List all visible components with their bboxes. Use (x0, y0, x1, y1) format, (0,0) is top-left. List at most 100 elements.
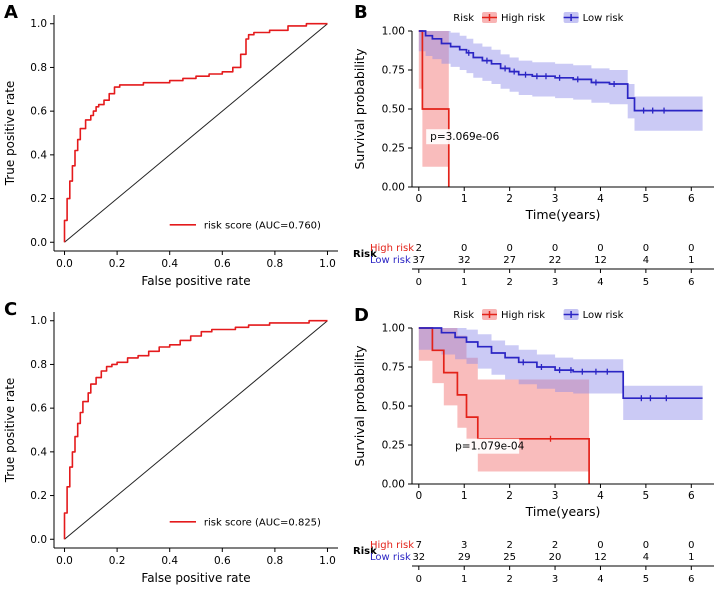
tick-labels: 0 1 2 3 4 5 6 0.00 0.25 0.50 0.75 1.00 (382, 26, 695, 206)
svg-text:1.00: 1.00 (382, 26, 405, 38)
y-axis-label: True positive rate (3, 81, 17, 187)
svg-text:4: 4 (597, 490, 604, 502)
svg-text:6: 6 (688, 490, 695, 502)
risk-count: 29 (458, 552, 471, 563)
km-chart-d: p=1.079e-040 1 2 3 4 5 60.000.250.500.751.00Ti… (352, 309, 714, 585)
risk-count: 4 (643, 255, 649, 266)
risk-table-tick-label: 5 (643, 277, 649, 288)
risk-count: 0 (597, 243, 603, 254)
svg-text:1.0: 1.0 (319, 258, 336, 270)
risk-count: 4 (643, 552, 649, 563)
censor-marks-low-risk (465, 49, 668, 114)
svg-text:0.8: 0.8 (30, 359, 47, 371)
risk-table-tick-label: 0 (416, 574, 422, 585)
tick-labels: 0 1 2 3 4 5 6 0.00 0.25 0.50 0.75 1.00 (382, 323, 695, 503)
legend: risk score (AUC=0.760) (169, 220, 321, 231)
risk-count: 27 (503, 255, 516, 266)
svg-text:0.8: 0.8 (30, 62, 47, 74)
svg-text:1.0: 1.0 (319, 555, 336, 567)
tick-labels: 0.0 0.2 0.4 0.6 0.8 1.0 0.0 0.2 0.4 0.6 0.8 1.0 (30, 18, 336, 270)
y-axis-label: Survival probability (352, 48, 367, 170)
svg-text:0.25: 0.25 (382, 143, 405, 155)
risk-count: 12 (594, 552, 607, 563)
svg-text:1: 1 (461, 490, 468, 502)
legend-label-low-risk: Low risk (583, 310, 624, 321)
risk-count: 0 (552, 243, 558, 254)
panel-label-c: C (4, 299, 18, 320)
svg-text:0.6: 0.6 (30, 106, 47, 118)
diagonal-reference-line (64, 320, 328, 540)
censor-marks-high-risk (547, 435, 554, 442)
svg-text:0.8: 0.8 (267, 258, 284, 270)
svg-text:0.4: 0.4 (161, 555, 178, 567)
risk-table-tick-label: 4 (597, 574, 603, 585)
svg-text:0.4: 0.4 (30, 149, 47, 161)
x-axis-label: False positive rate (141, 571, 250, 585)
svg-text:0.50: 0.50 (382, 104, 405, 116)
svg-text:0.2: 0.2 (109, 258, 126, 270)
svg-text:0.4: 0.4 (30, 446, 47, 458)
p-value-box (451, 438, 520, 454)
risk-count: 32 (412, 552, 425, 563)
panel-c: C 0.0 0.2 0.4 0.6 0.8 1.0 0.0 0.2 0.4 0.6 0.8 1.0 Fa… (0, 297, 350, 594)
panel-b: B p=3.069e-06 0 1 2 3 4 5 6 0.00 0.25 0.50 0.75 1.00… (350, 0, 725, 297)
risk-table-tick-label: 0 (416, 277, 422, 288)
risk-table-row-label-low-risk: Low risk (370, 552, 411, 563)
risk-table-tick-label: 6 (688, 277, 694, 288)
legend-label-high-risk: High risk (501, 310, 545, 321)
risk-count: 0 (461, 243, 467, 254)
risk-count: 1 (688, 255, 694, 266)
risk-table-tick-label: 5 (643, 574, 649, 585)
legend-label-low-risk: Low risk (583, 13, 624, 24)
risk-table-title: Risk (353, 249, 377, 260)
panel-label-d: D (354, 305, 369, 326)
panel-a: A 0.0 0.2 0.4 0.6 0.8 1.0 0.0 0.2 0.4 0.6 0.8 1.0 Fa… (0, 0, 350, 297)
risk-table-tick-label: 6 (688, 574, 694, 585)
svg-text:0: 0 (415, 490, 422, 502)
roc-chart-a: 0.0 0.2 0.4 0.6 0.8 1.0 0.0 0.2 0.4 0.6 0.8 1.0 Fals… (3, 15, 338, 288)
ci-band-high-risk (418, 328, 590, 484)
risk-table-tick-label: 2 (506, 277, 512, 288)
risk-count: 2 (506, 540, 512, 551)
svg-text:0.00: 0.00 (382, 182, 405, 194)
y-axis-label: True positive rate (3, 378, 17, 484)
svg-text:0.0: 0.0 (56, 258, 73, 270)
risk-count: 1 (688, 552, 694, 563)
svg-text:2: 2 (506, 490, 513, 502)
risk-count: 0 (643, 243, 649, 254)
legend: risk score (AUC=0.825) (169, 517, 321, 528)
ci-band-low-risk (418, 31, 703, 131)
risk-table-tick-label: 4 (597, 277, 603, 288)
x-axis-label: Time(years) (525, 207, 601, 222)
risk-count: 20 (549, 552, 562, 563)
svg-text:0.2: 0.2 (30, 193, 47, 205)
p-value-text: p=1.079e-04 (455, 441, 524, 453)
svg-text:0: 0 (415, 193, 422, 205)
tick-labels: 0.0 0.2 0.4 0.6 0.8 1.0 0.0 0.2 0.4 0.6 0.8 1.0 (30, 315, 336, 567)
risk-count: 25 (503, 552, 516, 563)
risk-table-axis (412, 268, 714, 273)
svg-text:1.0: 1.0 (30, 18, 47, 30)
svg-text:0.0: 0.0 (30, 237, 47, 249)
ci-band-low-risk (418, 328, 703, 420)
svg-text:0.0: 0.0 (56, 555, 73, 567)
risk-table-row-label-high-risk: High risk (370, 243, 414, 254)
diagonal-reference-line (64, 23, 328, 243)
y-axis-label: Survival probability (352, 345, 367, 467)
risk-table-tick-label: 2 (506, 574, 512, 585)
legend: Risk High risk Low risk (453, 12, 624, 24)
svg-text:6: 6 (688, 193, 695, 205)
risk-count: 3 (461, 540, 467, 551)
svg-text:0.6: 0.6 (214, 555, 231, 567)
x-axis-label: Time(years) (525, 504, 601, 519)
svg-text:0.4: 0.4 (161, 258, 178, 270)
risk-count: 37 (412, 255, 425, 266)
risk-count: 0 (688, 540, 694, 551)
p-value-text: p=3.069e-06 (430, 131, 499, 143)
axes (50, 312, 338, 552)
axes (50, 15, 338, 255)
risk-count: 22 (549, 255, 562, 266)
svg-text:2: 2 (506, 193, 513, 205)
svg-text:0.25: 0.25 (382, 440, 405, 452)
